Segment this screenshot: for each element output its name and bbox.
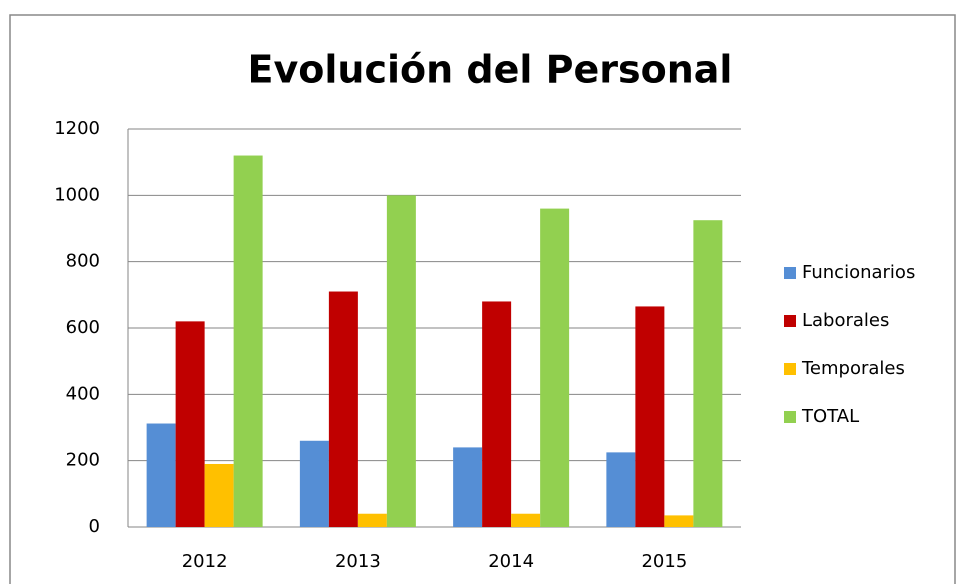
x-tick-label: 2012	[182, 551, 228, 572]
y-tick-label: 1200	[54, 118, 100, 139]
bar	[233, 155, 263, 528]
y-tick-label: 200	[66, 450, 100, 471]
x-tick-label: 2015	[641, 551, 687, 572]
x-tick-label: 2014	[488, 551, 534, 572]
legend-label: Funcionarios	[802, 262, 915, 283]
bar	[328, 291, 358, 527]
bar	[693, 220, 723, 528]
y-tick-label: 0	[89, 516, 100, 537]
y-tick-label: 800	[66, 251, 100, 272]
bar	[146, 423, 176, 527]
legend-swatch	[784, 267, 796, 279]
bar	[664, 515, 694, 527]
legend-swatch	[784, 411, 796, 423]
bar	[299, 440, 329, 527]
y-tick-label: 400	[66, 383, 100, 404]
bar	[511, 513, 541, 527]
bar	[175, 321, 205, 527]
bar	[635, 306, 665, 527]
legend-label: TOTAL	[801, 406, 859, 427]
bar	[357, 513, 387, 527]
bar	[386, 195, 416, 528]
bar	[606, 452, 636, 527]
legend-swatch	[784, 363, 796, 375]
bar	[540, 208, 570, 527]
bar	[453, 447, 483, 527]
x-tick-label: 2013	[335, 551, 381, 572]
bar	[482, 301, 512, 527]
legend-label: Laborales	[802, 310, 889, 331]
chart-title: Evolución del Personal	[248, 48, 733, 92]
chart-border	[9, 14, 956, 584]
bar	[204, 463, 234, 527]
legend-swatch	[784, 315, 796, 327]
legend-label: Temporales	[801, 358, 905, 379]
y-tick-label: 600	[66, 317, 100, 338]
y-tick-label: 1000	[54, 184, 100, 205]
